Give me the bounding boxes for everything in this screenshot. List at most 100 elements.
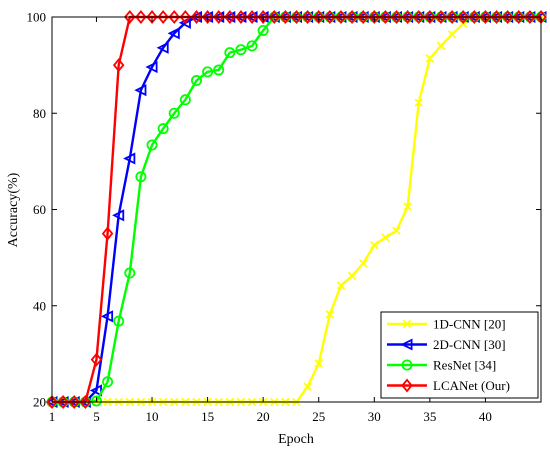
data-point	[358, 259, 368, 268]
y-tick-label: 20	[33, 395, 46, 410]
data-point	[190, 75, 202, 87]
x-axis-title: Epoch	[278, 432, 314, 447]
data-point	[190, 9, 203, 25]
data-point	[101, 226, 114, 241]
x-tick-label: 20	[257, 409, 270, 424]
data-point	[370, 240, 379, 250]
data-point	[68, 394, 80, 410]
data-point	[124, 9, 136, 25]
x-tick-label: 25	[312, 409, 325, 424]
data-point	[324, 9, 336, 25]
data-point	[403, 202, 412, 211]
data-point	[178, 16, 191, 29]
data-point	[425, 54, 435, 63]
legend-entry: 2D-CNN [30]	[387, 337, 506, 352]
legend-marker	[402, 319, 412, 329]
legend-entry: ResNet [34]	[387, 358, 496, 373]
data-point	[268, 9, 281, 25]
data-point	[390, 9, 403, 25]
data-point	[124, 267, 136, 279]
data-point	[89, 384, 102, 397]
data-point	[325, 310, 335, 319]
data-point	[123, 152, 136, 165]
data-point	[513, 9, 525, 25]
data-point	[335, 9, 347, 25]
data-point	[457, 9, 469, 25]
data-point	[90, 395, 102, 407]
y-tick-label: 40	[33, 298, 46, 313]
data-point	[246, 9, 258, 25]
data-point	[468, 9, 481, 25]
data-point	[235, 44, 247, 56]
data-point	[224, 9, 236, 25]
data-point	[524, 9, 536, 25]
x-tick-label: 15	[201, 409, 214, 424]
x-tick-label: 40	[479, 409, 492, 424]
data-point	[224, 47, 236, 59]
data-point	[135, 171, 147, 183]
data-point	[436, 41, 446, 51]
data-point	[112, 58, 125, 73]
data-point	[368, 9, 381, 25]
data-point	[501, 9, 514, 25]
data-point	[347, 271, 357, 281]
data-point	[90, 352, 103, 367]
legend-marker	[401, 378, 413, 393]
legend-entry: LCANet (Our)	[387, 378, 510, 393]
data-point	[112, 209, 125, 222]
data-point	[201, 9, 214, 25]
data-point	[447, 30, 457, 39]
data-point	[57, 394, 69, 410]
data-point	[235, 9, 247, 25]
data-point	[424, 9, 436, 25]
data-point	[157, 9, 169, 25]
legend-label: 2D-CNN [30]	[433, 337, 506, 352]
y-tick-label: 100	[27, 10, 47, 25]
legend-box	[380, 311, 539, 399]
data-point	[379, 9, 392, 25]
data-point	[479, 9, 492, 25]
data-point	[146, 139, 158, 151]
legend-label: LCANet (Our)	[433, 378, 510, 393]
legend-label: ResNet [34]	[433, 358, 496, 373]
data-point	[46, 394, 58, 410]
data-point	[212, 9, 225, 25]
data-point	[100, 310, 114, 323]
data-point	[435, 9, 447, 25]
data-point	[168, 107, 180, 119]
legend-entry: 1D-CNN [20]	[387, 317, 506, 332]
data-point	[257, 24, 269, 36]
legend: 1D-CNN [20] 2D-CNN [30] ResNet [34] LCANet …	[380, 311, 539, 399]
data-point	[145, 60, 158, 74]
data-point	[312, 9, 325, 25]
data-point	[179, 94, 191, 106]
legend-label: 1D-CNN [20]	[433, 317, 506, 332]
data-point	[135, 9, 147, 25]
data-point	[412, 9, 425, 25]
data-point	[167, 27, 180, 40]
x-tick-label: 35	[423, 409, 436, 424]
y-axis-title: Accuracy(%)	[6, 172, 21, 247]
x-tick-label: 10	[146, 409, 159, 424]
data-point	[314, 359, 323, 368]
y-tick-label: 80	[33, 106, 46, 121]
data-point	[381, 233, 390, 242]
data-point	[490, 9, 503, 25]
x-tick-label: 30	[368, 409, 381, 424]
data-point	[446, 9, 458, 25]
data-point	[156, 41, 169, 54]
data-point	[168, 9, 181, 25]
data-point	[79, 394, 92, 410]
legend-marker	[400, 338, 413, 351]
data-point	[336, 281, 346, 290]
data-point	[146, 9, 158, 25]
data-point	[346, 9, 358, 25]
data-point	[357, 9, 369, 25]
data-point	[392, 226, 401, 235]
data-point	[303, 382, 312, 391]
data-point	[279, 9, 292, 25]
data-point	[257, 9, 269, 25]
data-point	[213, 64, 225, 76]
